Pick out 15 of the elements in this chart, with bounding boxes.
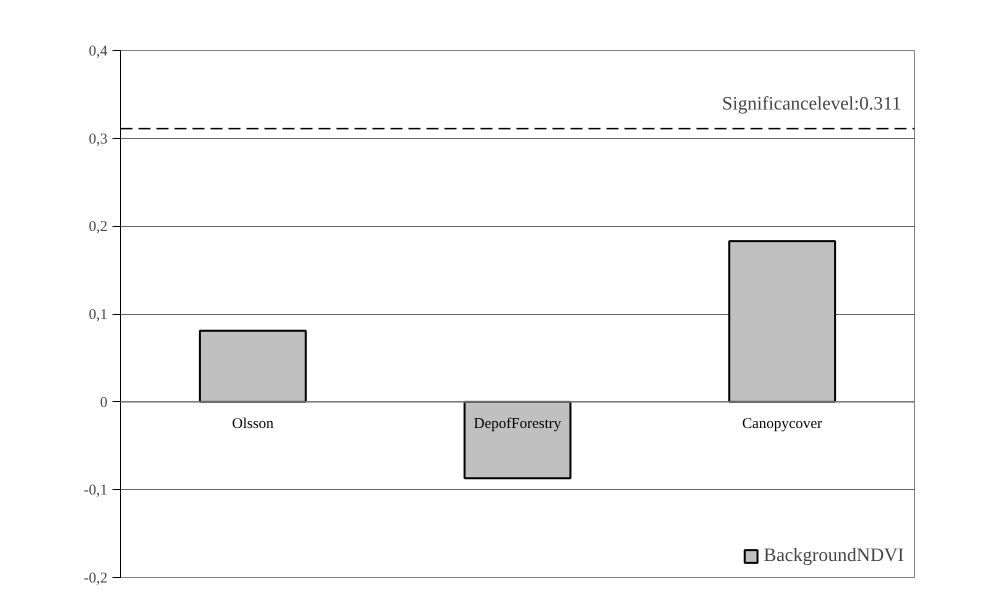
y-tick-label: 0,1 — [88, 307, 108, 323]
legend-label: BackgroundNDVI — [764, 545, 904, 567]
x-tick-label: Canopycover — [742, 416, 822, 432]
y-tick-label: 0,2 — [88, 219, 108, 236]
y-tick-label: 0 — [100, 394, 108, 411]
bar — [728, 240, 836, 403]
y-tick-label: -0,1 — [84, 482, 108, 499]
y-tick-label: 0,3 — [88, 131, 108, 148]
x-tick-label: Olsson — [232, 416, 274, 432]
bar — [198, 330, 307, 403]
bar — [464, 400, 572, 480]
y-tick-label: -0,2 — [84, 570, 108, 586]
ref-line-label: Significancelevel:0.311 — [722, 94, 902, 115]
y-tick-label: 0,4 — [88, 44, 108, 60]
x-tick-label: DepofForestry — [474, 416, 562, 432]
